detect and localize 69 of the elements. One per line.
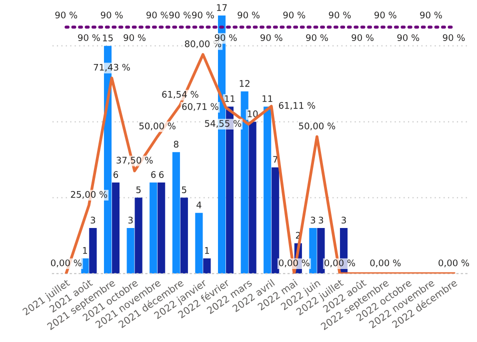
data-label: 50,00 %	[139, 122, 176, 130]
data-label: 6	[159, 171, 164, 178]
data-label: 0,00 %	[50, 259, 82, 268]
data-label: 5	[136, 186, 141, 194]
data-label: 4	[196, 202, 202, 208]
data-label: 0,00 %	[324, 259, 356, 268]
bar	[126, 228, 134, 274]
data-label: 61,11 %	[278, 102, 316, 110]
data-label: 90 %	[283, 12, 306, 18]
data-label: 17	[217, 4, 227, 11]
data-label: 90 %	[374, 12, 396, 18]
data-label: 12	[240, 80, 250, 87]
data-label: 90 %	[306, 34, 328, 42]
data-label: 90 %	[192, 12, 214, 18]
data-label: 60,71 %	[182, 103, 218, 111]
bar	[112, 182, 120, 274]
data-label: 1	[83, 247, 87, 254]
data-label: 11	[262, 95, 272, 102]
data-label: 6	[151, 171, 156, 178]
data-label: 3	[310, 216, 316, 224]
data-label: 71,43 %	[94, 64, 130, 72]
data-label: 15	[103, 34, 113, 42]
data-label: 11	[225, 95, 235, 102]
data-label: 3	[318, 216, 324, 224]
bar	[172, 152, 180, 274]
bar	[150, 182, 158, 274]
data-label: 90 %	[238, 12, 260, 18]
data-label: 5	[182, 186, 186, 194]
data-label: 90 %	[169, 12, 192, 18]
data-label: 3	[342, 216, 346, 224]
data-label: 61,54 %	[162, 90, 198, 99]
data-label: 80,00 %	[184, 40, 222, 48]
data-label: 0,00 %	[438, 259, 470, 268]
data-label: 25,00 %	[70, 191, 108, 199]
data-label: 3	[90, 216, 96, 224]
data-label: 0,00 %	[370, 259, 401, 268]
data-label: 90 %	[100, 12, 123, 18]
data-label: 90 %	[78, 34, 100, 42]
bar	[89, 228, 97, 274]
bar	[203, 258, 211, 274]
bar	[158, 182, 166, 274]
bar	[264, 106, 272, 274]
bar	[134, 198, 142, 274]
bar	[195, 212, 203, 274]
bar	[248, 122, 256, 274]
data-label: 90 %	[260, 34, 282, 42]
data-label: 10	[248, 110, 258, 118]
data-label: 50,00 %	[299, 122, 336, 130]
bar	[240, 91, 248, 274]
data-label: 90 %	[328, 12, 351, 18]
data-label: 0,00 %	[278, 259, 310, 268]
data-label: 90 %	[146, 12, 168, 18]
bar	[180, 198, 188, 274]
data-label: 8	[174, 140, 178, 148]
data-label: 54,55 %	[205, 120, 242, 128]
data-label: 90 %	[55, 12, 78, 18]
bar	[309, 228, 317, 274]
data-label: 90 %	[352, 34, 374, 42]
data-label: 6	[114, 171, 118, 178]
data-label: 3	[128, 216, 133, 224]
data-label: 37,50 %	[116, 156, 153, 165]
bar	[272, 167, 280, 274]
data-label: 90 %	[124, 34, 146, 42]
bar	[317, 228, 325, 274]
data-label: 90 %	[442, 34, 465, 42]
data-label: 90 %	[397, 34, 420, 42]
data-label: 1	[205, 247, 209, 254]
data-label: 90 %	[214, 34, 237, 42]
data-label: 90 %	[420, 12, 442, 18]
